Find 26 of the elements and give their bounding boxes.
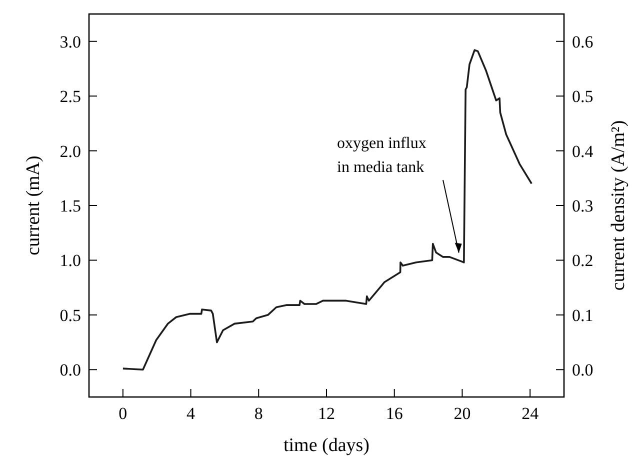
y2-tick-label: 0.3	[572, 196, 594, 216]
y-tick-label: 3.0	[60, 32, 81, 52]
y-axis-title: current (mA)	[23, 156, 44, 256]
x-tick-label: 20	[454, 404, 471, 423]
annotation: oxygen influx in media tank	[337, 135, 426, 176]
x-tick-label: 16	[386, 404, 403, 423]
y-tick-label: 1.0	[60, 251, 81, 270]
y-tick-label: 0.0	[60, 360, 81, 380]
x-tick-label: 4	[186, 404, 196, 423]
y-tick-label: 0.5	[60, 306, 81, 325]
x-tick-label: 24	[522, 404, 540, 423]
x-tick-label: 0	[118, 404, 128, 423]
y2-tick-label: 0.6	[572, 32, 594, 52]
y2-axis-title: current density (A/m²)	[608, 120, 629, 291]
y-tick-label: 2.0	[60, 142, 81, 161]
y2-tick-label: 0.5	[572, 87, 594, 106]
y2-tick-label: 0.2	[572, 251, 594, 270]
y2-tick-label: 0.0	[572, 360, 594, 380]
line-series	[122, 49, 532, 371]
y2-tick-label: 0.1	[572, 306, 594, 325]
y-tick-label: 2.5	[60, 87, 81, 106]
x-tick-label: 8	[254, 404, 263, 423]
y2-tick-label: 0.4	[572, 142, 594, 161]
x-tick-label: 12	[318, 404, 335, 423]
x-axis-title: time (days)	[283, 435, 370, 456]
y-tick-label: 1.5	[60, 196, 81, 216]
